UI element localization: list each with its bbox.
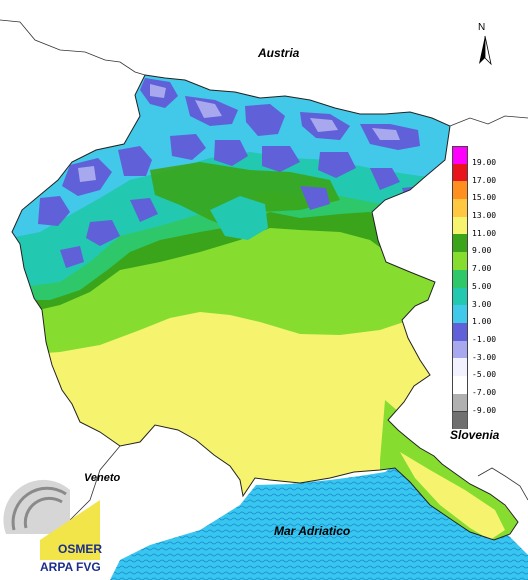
label-veneto: Veneto bbox=[84, 472, 121, 484]
legend-label: 13.00 bbox=[472, 211, 497, 221]
legend-swatch bbox=[452, 393, 468, 412]
legend-swatch bbox=[452, 199, 468, 217]
legend-label: -7.00 bbox=[472, 387, 497, 397]
legend-label: 17.00 bbox=[472, 175, 497, 185]
border-slovenia bbox=[477, 467, 528, 501]
border-veneto bbox=[69, 445, 121, 521]
legend-label: 15.00 bbox=[472, 193, 497, 203]
legend-swatch bbox=[452, 146, 468, 164]
legend-label: -3.00 bbox=[472, 352, 497, 362]
legend-swatch bbox=[452, 216, 468, 235]
region-outline bbox=[11, 74, 519, 541]
legend-swatch bbox=[452, 181, 468, 200]
border-austria bbox=[0, 19, 146, 76]
legend-label: 3.00 bbox=[472, 299, 492, 309]
label-austria: Austria bbox=[258, 46, 300, 60]
legend-swatch bbox=[452, 358, 468, 376]
legend-label: 19.00 bbox=[472, 158, 497, 167]
legend-label: 7.00 bbox=[472, 264, 492, 274]
legend-label: -9.00 bbox=[472, 405, 497, 415]
legend-label: -5.00 bbox=[472, 370, 497, 380]
osmer-logo-icon bbox=[3, 479, 100, 560]
north-label: N bbox=[478, 22, 486, 33]
legend-swatch bbox=[452, 340, 468, 359]
legend-swatch bbox=[452, 252, 468, 270]
north-arrow-icon bbox=[479, 35, 492, 66]
legend-label: -1.00 bbox=[472, 334, 497, 344]
legend-swatch bbox=[452, 305, 468, 323]
legend-swatch bbox=[452, 375, 468, 394]
logo-line2: ARPA FVG bbox=[40, 560, 101, 574]
legend-label: 1.00 bbox=[472, 317, 492, 327]
legend-label: 11.00 bbox=[472, 228, 497, 238]
legend-label: 5.00 bbox=[472, 281, 492, 291]
legend-swatch bbox=[452, 269, 468, 288]
border-austria-east bbox=[449, 115, 528, 127]
logo-line1: OSMER bbox=[58, 542, 103, 556]
legend-swatch bbox=[452, 287, 468, 306]
legend-swatch bbox=[452, 411, 468, 429]
label-sea: Mar Adriatico bbox=[274, 524, 351, 538]
legend-swatch bbox=[452, 163, 468, 182]
legend-label: 9.00 bbox=[472, 246, 492, 256]
legend-swatch bbox=[452, 322, 468, 341]
label-slovenia: Slovenia bbox=[450, 428, 500, 442]
legend-swatch bbox=[452, 234, 468, 253]
